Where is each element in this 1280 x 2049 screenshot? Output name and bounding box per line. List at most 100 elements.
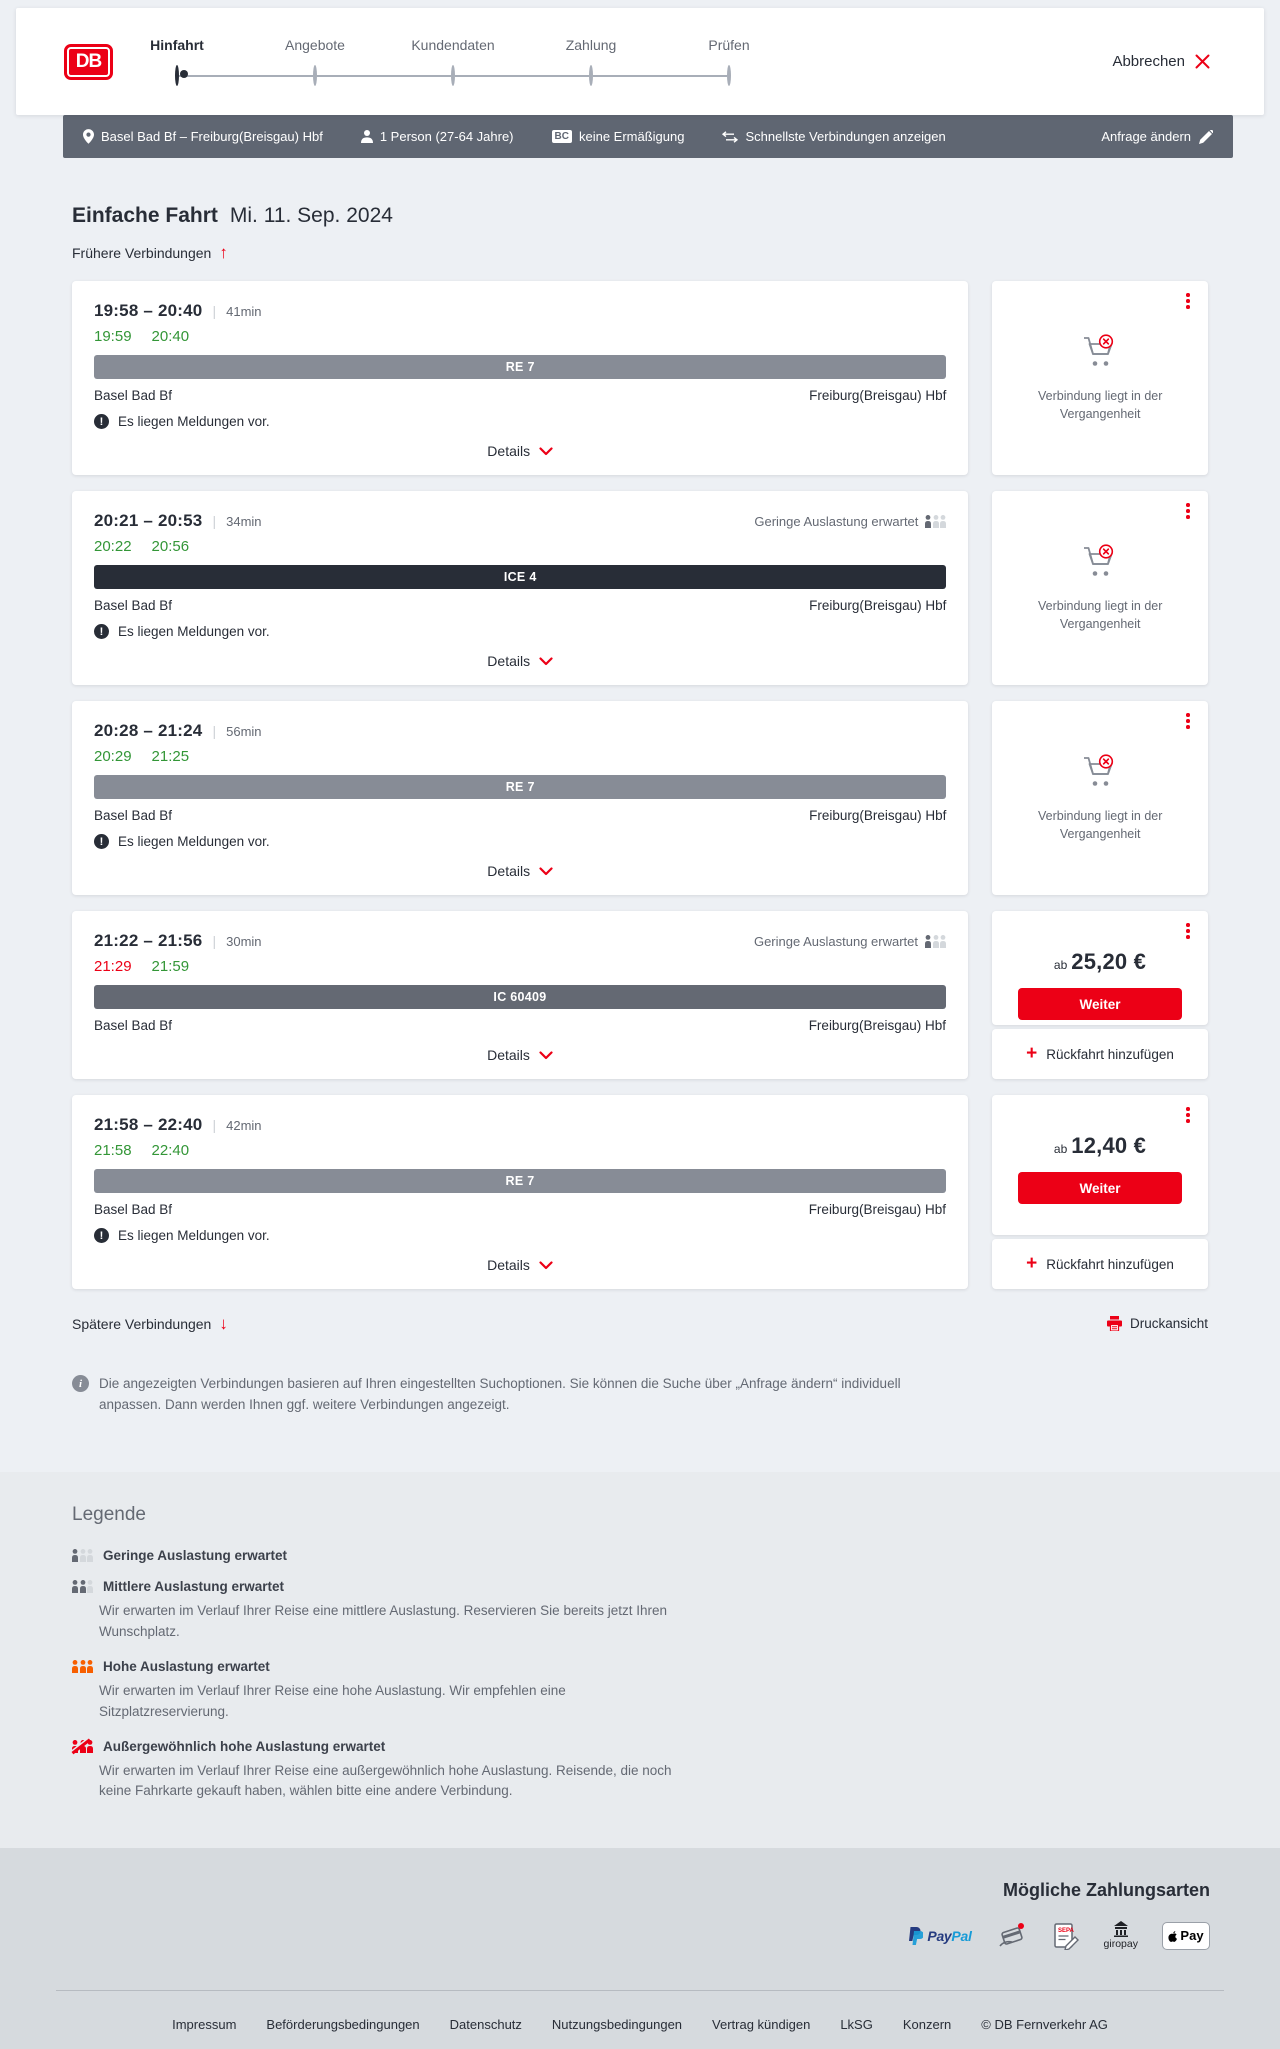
step-dot-icon — [589, 64, 593, 86]
more-options-button[interactable] — [1179, 1105, 1197, 1125]
arrival-station: Freiburg(Breisgau) Hbf — [809, 388, 947, 403]
realtime-departure: 21:58 — [94, 1142, 132, 1159]
print-view-button[interactable]: Druckansicht — [1106, 1316, 1208, 1331]
realtime-times: 20:29 21:25 — [94, 748, 946, 765]
journey-card-header: 19:58 – 20:40 | 41min — [94, 301, 946, 321]
details-toggle[interactable]: Details — [94, 1257, 946, 1277]
cancel-label: Abbrechen — [1112, 53, 1185, 70]
payment-method-giropay[interactable]: giropay — [1104, 1921, 1138, 1950]
price-value: 12,40 € — [1071, 1133, 1147, 1158]
legend-item-header: Mittlere Auslastung erwartet — [72, 1579, 1208, 1594]
legend-item-header: Geringe Auslastung erwartet — [72, 1548, 1208, 1563]
connection-row: 19:58 – 20:40 | 41min 19:59 20:40 RE 7 Basel B… — [72, 281, 1208, 475]
footer-link-lksg[interactable]: LkSG — [840, 2017, 873, 2033]
add-return-button[interactable]: + Rückfahrt hinzufügen — [992, 1029, 1208, 1079]
cart-unavailable-icon — [1084, 334, 1114, 366]
earlier-connections-link[interactable]: Frühere Verbindungen ↑ — [72, 244, 228, 261]
stations-row: Basel Bad Bf Freiburg(Breisgau) Hbf — [94, 1202, 946, 1217]
details-label: Details — [487, 653, 531, 669]
giropay-icon — [1113, 1921, 1128, 1938]
cancel-button[interactable]: Abbrechen — [1112, 53, 1210, 70]
chevron-down-icon — [539, 1050, 553, 1059]
progress-steps: Hinfahrt Angebote Kundendaten Zahlung Prüfen — [150, 29, 750, 95]
kebab-dot — [1186, 713, 1190, 717]
price-value: 25,20 € — [1071, 949, 1147, 974]
payment-method-creditcard[interactable] — [996, 1922, 1028, 1950]
alert-icon: ! — [94, 1228, 109, 1243]
kebab-dot — [1186, 923, 1190, 927]
realtime-times: 21:29 21:59 — [94, 958, 946, 975]
separator: | — [212, 933, 217, 949]
details-toggle[interactable]: Details — [94, 653, 946, 673]
payment-method-applepay[interactable]: Pay — [1162, 1921, 1210, 1950]
occupancy-legend-icon — [72, 1548, 93, 1562]
change-request-button[interactable]: Anfrage ändern — [1101, 129, 1213, 144]
more-options-button[interactable] — [1179, 291, 1197, 311]
print-view-label: Druckansicht — [1129, 1316, 1208, 1331]
train-bar[interactable]: RE 7 — [94, 1169, 946, 1193]
details-toggle[interactable]: Details — [94, 443, 946, 463]
step-hinfahrt[interactable]: Hinfahrt — [102, 37, 252, 86]
payment-method-paypal[interactable]: PayPal — [908, 1926, 972, 1945]
booking-panel: ab 25,20 € Weiter + Rückfahrt hinzufügen — [992, 911, 1208, 1079]
route-label: Basel Bad Bf – Freiburg(Breisgau) Hbf — [101, 129, 323, 144]
kebab-dot — [1186, 935, 1190, 939]
step-label: Prüfen — [708, 36, 750, 53]
add-return-button[interactable]: + Rückfahrt hinzufügen — [992, 1239, 1208, 1289]
kebab-dot — [1186, 719, 1190, 723]
train-bar[interactable]: IC 60409 — [94, 985, 946, 1009]
step-zahlung[interactable]: Zahlung — [516, 37, 666, 86]
time-range: 19:58 – 20:40 — [94, 301, 203, 320]
time-range: 21:22 – 21:56 — [94, 931, 203, 950]
journey-date: Mi. 11. Sep. 2024 — [229, 204, 393, 227]
weiter-button[interactable]: Weiter — [1018, 988, 1182, 1020]
time-range: 21:58 – 22:40 — [94, 1115, 203, 1134]
time-range: 20:21 – 20:53 — [94, 511, 203, 530]
details-label: Details — [487, 1047, 530, 1063]
footer-links: Impressum Beförderungsbedingungen Datensch… — [0, 2017, 1280, 2032]
plus-icon: + — [1026, 1252, 1038, 1274]
step-prüfen[interactable]: Prüfen — [654, 36, 804, 86]
legend-item: Mittlere Auslastung erwartet Wir erwarten… — [72, 1579, 1208, 1643]
footer-link-nutzungsbedingungen[interactable]: Nutzungsbedingungen — [551, 2017, 683, 2033]
change-request-label: Anfrage ändern — [1101, 129, 1191, 144]
legend-title: Legende — [72, 1503, 146, 1525]
details-toggle[interactable]: Details — [94, 1047, 946, 1067]
connection-status-card: Verbindung liegt in der Vergangenheit — [992, 701, 1208, 895]
kebab-dot — [1186, 1119, 1190, 1123]
legend-item-description: Wir erwarten im Verlauf Ihrer Reise eine… — [99, 1762, 672, 1799]
connection-row: 20:28 – 21:24 | 56min 20:29 21:25 RE 7 Basel B… — [72, 701, 1208, 895]
realtime-arrival: 20:40 — [151, 328, 190, 345]
journey-card: 21:58 – 22:40 | 42min 21:58 22:40 RE 7 Basel B… — [72, 1095, 968, 1289]
train-bar[interactable]: RE 7 — [94, 355, 947, 379]
more-options-button[interactable] — [1179, 711, 1197, 731]
more-options-button[interactable] — [1179, 501, 1197, 521]
legend-item-header: Außergewöhnlich hohe Auslastung erwartet — [71, 1738, 1208, 1754]
later-connections-link[interactable]: Spätere Verbindungen ↓ — [72, 1315, 228, 1332]
weiter-button[interactable]: Weiter — [1018, 1172, 1182, 1204]
kebab-dot — [1186, 503, 1190, 507]
footer-link-impressum[interactable]: Impressum — [172, 2017, 237, 2033]
legend-item: Hohe Auslastung erwartet Wir erwarten im … — [72, 1659, 1208, 1723]
step-label: Angebote — [285, 36, 345, 53]
realtime-departure: 21:29 — [94, 958, 132, 975]
footer-link-datenschutz[interactable]: Datenschutz — [449, 2017, 522, 2033]
journey-card: 19:58 – 20:40 | 41min 19:59 20:40 RE 7 Basel B… — [72, 281, 969, 475]
fastest-connections-link[interactable]: Schnellste Verbindungen anzeigen — [722, 129, 946, 144]
legend-item-label: Mittlere Auslastung erwartet — [103, 1578, 285, 1594]
more-options-button[interactable] — [1179, 921, 1197, 941]
train-bar[interactable]: ICE 4 — [94, 565, 947, 589]
stations-row: Basel Bad Bf Freiburg(Breisgau) Hbf — [94, 598, 946, 613]
step-kundendaten[interactable]: Kundendaten — [378, 37, 528, 86]
stations-row: Basel Bad Bf Freiburg(Breisgau) Hbf — [94, 388, 946, 403]
footer-link-konzern[interactable]: Konzern — [902, 2017, 952, 2033]
footer-link-vertrag-k-ndigen[interactable]: Vertrag kündigen — [712, 2017, 811, 2033]
footer-link-bef-rderungsbedingungen[interactable]: Beförderungsbedingungen — [266, 2017, 420, 2033]
payment-method-sepa[interactable]: SEPA — [1052, 1922, 1080, 1950]
details-toggle[interactable]: Details — [94, 863, 946, 883]
step-dot-icon — [313, 64, 317, 86]
duration: 30min — [226, 934, 262, 949]
step-angebote[interactable]: Angebote — [240, 36, 390, 86]
train-bar[interactable]: RE 7 — [94, 775, 947, 799]
